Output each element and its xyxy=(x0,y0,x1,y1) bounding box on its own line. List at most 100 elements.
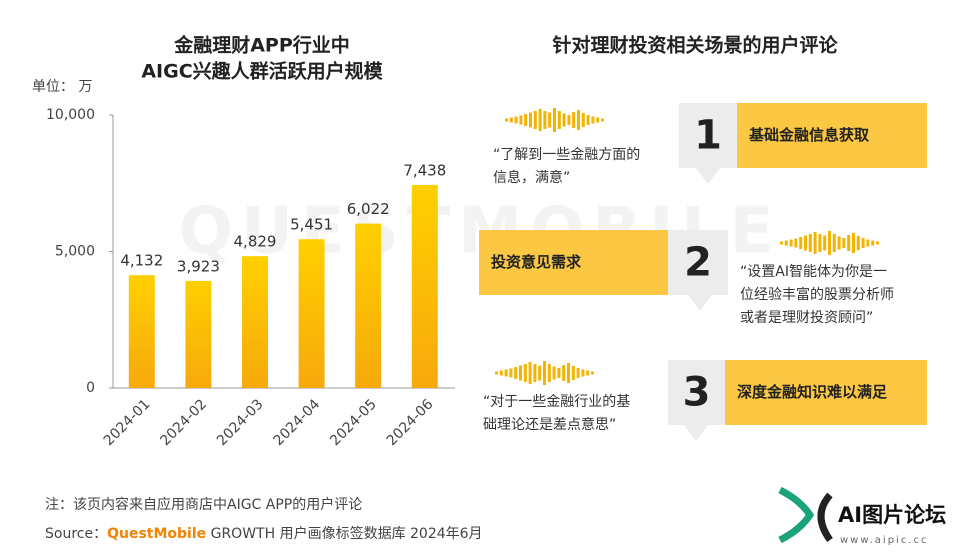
wave-bar xyxy=(533,111,537,129)
wave-bar xyxy=(529,112,532,128)
x-tick-label: 2024-04 xyxy=(271,396,324,449)
value-label: 7,438 xyxy=(403,161,446,179)
x-tick-label: 2024-01 xyxy=(101,396,154,449)
logo-name: AI图片论坛 xyxy=(838,503,946,527)
wave-bar xyxy=(799,237,803,249)
comments-title: 针对理财投资相关场景的用户评论 xyxy=(552,34,838,57)
wave-bar xyxy=(601,118,604,122)
wave-bar xyxy=(505,118,508,122)
wave-bar xyxy=(552,366,556,380)
wave-bar xyxy=(509,368,513,378)
wave-bar xyxy=(818,234,822,252)
wave-bar xyxy=(523,364,527,382)
quote-line: 位经验丰富的股票分析师 xyxy=(740,286,894,303)
wave-bar xyxy=(581,369,585,377)
wave-bar xyxy=(543,111,547,129)
quote-line: “了解到一些金融方面的 xyxy=(493,147,640,163)
bar xyxy=(411,184,438,388)
wave-bar xyxy=(499,370,503,376)
x-tick-label: 2024-02 xyxy=(157,396,210,449)
item-number: 2 xyxy=(684,240,712,286)
wave-bar xyxy=(572,112,576,128)
x-tick-label: 2024-05 xyxy=(327,396,380,449)
chart-title: AIGC兴趣人群活跃用户规模 xyxy=(141,60,383,83)
wave-bar xyxy=(808,234,812,252)
quote-line: 信息，满意” xyxy=(493,169,570,186)
pointer xyxy=(696,168,720,184)
logo: AI图片论坛 www.aipic.cc xyxy=(760,478,956,554)
pointer xyxy=(688,295,712,311)
wave-bar xyxy=(538,109,542,131)
value-label: 4,829 xyxy=(234,233,277,251)
wave-bar xyxy=(538,365,542,381)
source: Source：QuestMobile GROWTH 用户画像标签数据库 2024… xyxy=(45,525,483,542)
value-label: 5,451 xyxy=(290,216,333,234)
wave-bar xyxy=(856,236,860,250)
chart-title: 金融理财APP行业中 xyxy=(173,34,350,57)
source-text: GROWTH 用户画像标签数据库 2024年6月 xyxy=(206,525,482,542)
item-number: 3 xyxy=(683,370,711,416)
wave-bar xyxy=(866,239,870,247)
wave-bar xyxy=(828,231,831,255)
wave-bar xyxy=(871,240,875,246)
y-tick-label: 0 xyxy=(86,380,95,396)
number-box xyxy=(668,230,728,295)
unit-label: 单位： 万 xyxy=(32,79,92,95)
item-label: 基础金融信息获取 xyxy=(748,126,870,144)
pointer xyxy=(684,425,708,441)
x-tick-label: 2024-06 xyxy=(384,396,437,449)
wave-bar xyxy=(548,112,552,128)
wave-bar xyxy=(571,366,575,380)
wave-bar xyxy=(852,233,855,253)
bar xyxy=(128,275,155,388)
footnote: 注：该页内容来自应用商店中AIGC APP的用户评论 xyxy=(45,496,362,513)
wave-bar xyxy=(780,241,783,245)
quote-line: 础理论还是差点意思” xyxy=(483,416,616,433)
wave-bar xyxy=(596,117,600,123)
wave-bar xyxy=(495,371,498,375)
value-label: 4,132 xyxy=(120,252,163,270)
wave-bar xyxy=(823,235,827,251)
wave-bar xyxy=(524,114,528,126)
wave-bar xyxy=(586,370,590,376)
wave-bar xyxy=(514,367,518,379)
wave-bar xyxy=(861,238,865,248)
wave-bar xyxy=(567,115,571,125)
source-brand: QuestMobile xyxy=(107,526,206,542)
logo-url: www.aipic.cc xyxy=(840,535,929,546)
logo-icon xyxy=(817,492,833,543)
item-label: 深度金融知识难以满足 xyxy=(737,383,888,401)
wave-bar xyxy=(509,117,513,123)
logo-bg xyxy=(760,478,956,554)
item-number: 1 xyxy=(694,113,722,159)
quote-line: 或者是理财投资顾问” xyxy=(740,310,873,326)
wave-bar xyxy=(557,368,561,378)
wave-bar xyxy=(576,368,580,378)
wave-bar xyxy=(837,236,841,250)
wave-bar xyxy=(591,116,595,124)
item-label: 投资意见需求 xyxy=(491,253,582,271)
wave-bar xyxy=(804,235,807,251)
bar xyxy=(242,256,268,388)
number-box xyxy=(679,103,737,168)
label-box xyxy=(725,360,927,425)
wave-bar xyxy=(533,364,537,382)
wave-bar xyxy=(813,232,817,254)
label-box xyxy=(479,230,668,295)
number-box xyxy=(668,360,725,425)
quote-line: “设置AI智能体为你是一 xyxy=(740,264,887,280)
label-box xyxy=(737,103,927,168)
bar xyxy=(185,280,212,388)
y-tick-label: 5,000 xyxy=(55,244,95,260)
wave-bar xyxy=(847,235,851,251)
y-tick-label: 10,000 xyxy=(46,107,95,123)
wave-bar xyxy=(519,115,523,125)
wave-bar xyxy=(789,239,793,247)
wave-bar xyxy=(562,113,566,127)
wave-bar xyxy=(562,365,566,381)
wave-bar xyxy=(842,238,846,248)
wave-bar xyxy=(581,113,585,127)
wave-bar xyxy=(784,240,788,246)
bar xyxy=(355,223,382,388)
